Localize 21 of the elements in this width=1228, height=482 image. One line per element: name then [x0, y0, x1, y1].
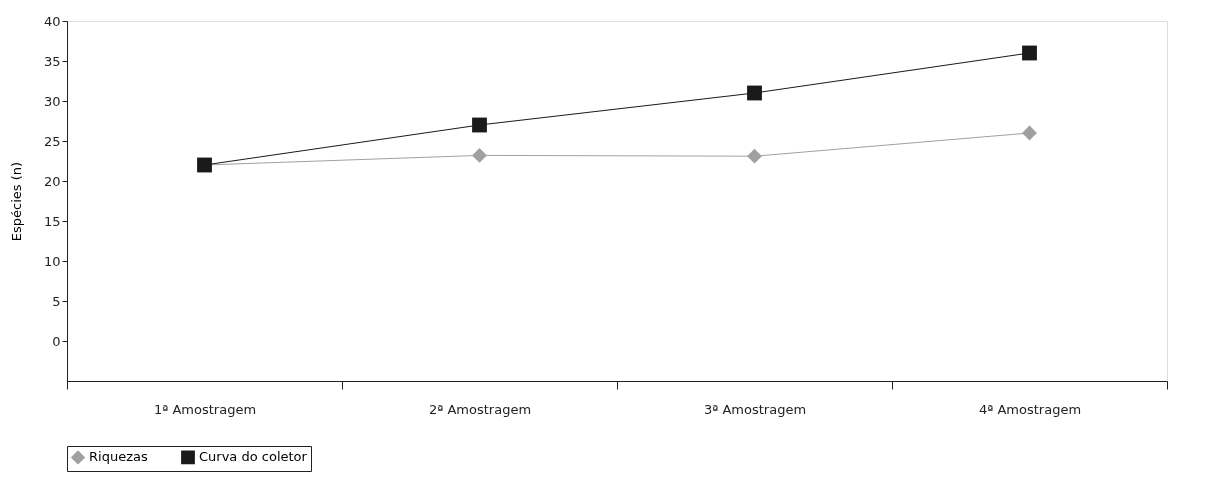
legend-label: Riquezas [89, 449, 148, 465]
legend-label: Curva do coletor [199, 449, 308, 465]
y-tick-label: 40 [43, 13, 61, 29]
point [472, 147, 487, 163]
point [747, 148, 762, 164]
y-tick-label: 5 [52, 293, 61, 309]
point [472, 117, 487, 133]
y-tick-label: 25 [43, 133, 61, 149]
x-tick-label: 1ª Amostragem [153, 401, 257, 417]
x-tick-label: 4ª Amostragem [978, 401, 1082, 417]
y-tick-label: 15 [43, 213, 61, 229]
y-tick-label: 35 [43, 53, 61, 69]
y-tick-label: 30 [43, 93, 61, 109]
point [747, 85, 762, 101]
y-axis-title: Espécies (n) [8, 161, 24, 242]
y-tick-label: 10 [43, 253, 61, 269]
x-tick-label: 3ª Amostragem [703, 401, 807, 417]
y-tick-label: 20 [43, 173, 61, 189]
x-tick-label: 2ª Amostragem [428, 401, 532, 417]
y-tick-label: 0 [52, 333, 61, 349]
point [1022, 45, 1037, 61]
